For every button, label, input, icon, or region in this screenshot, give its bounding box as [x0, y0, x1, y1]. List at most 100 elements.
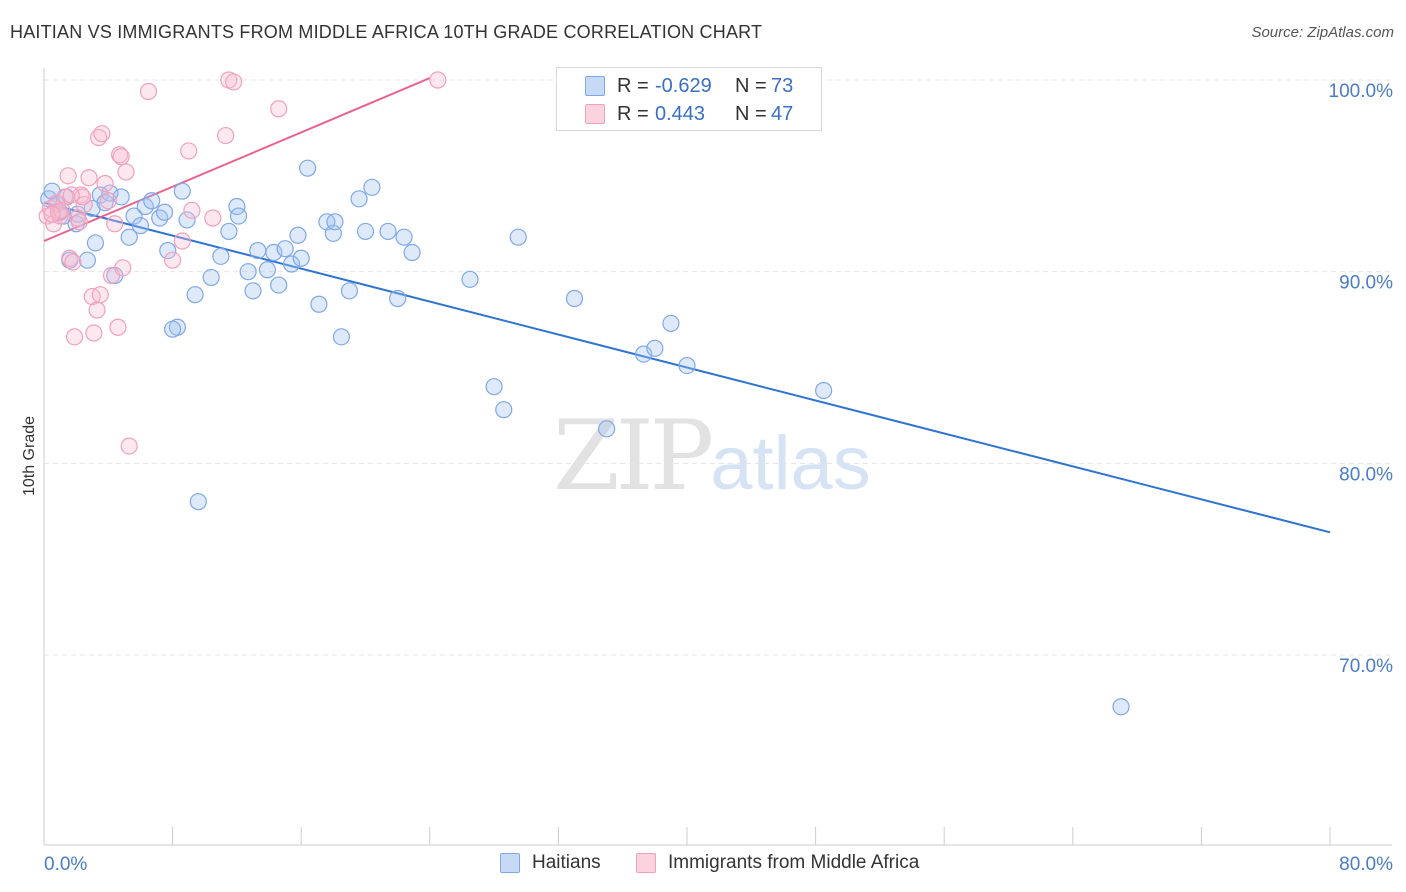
point-haitians: [332, 328, 350, 346]
point-haitians: [186, 286, 204, 304]
point-middle-africa: [109, 318, 127, 336]
point-middle-africa: [80, 169, 98, 187]
y-axis-label: 10th Grade: [21, 416, 38, 496]
point-haitians: [189, 493, 207, 511]
point-haitians: [112, 188, 130, 206]
axis-labels: 100.0% 90.0% 80.0% 70.0% 0.0% 80.0% 10th Grade: [21, 81, 1393, 875]
legend-swatch-haitians: [585, 76, 605, 96]
legend-n-value: 73: [771, 74, 794, 97]
point-middle-africa: [183, 201, 201, 219]
watermark-zip: ZIP: [553, 400, 714, 512]
point-haitians: [178, 211, 196, 229]
legend-item-middle-africa: Immigrants from Middle Africa: [636, 852, 919, 874]
point-haitians: [395, 228, 413, 246]
y-tick-label: 90.0%: [1339, 273, 1393, 294]
legend-swatch-middle-africa: [636, 853, 656, 873]
series-legend: Haitians Immigrants from Middle Africa: [0, 852, 1406, 878]
point-haitians: [485, 378, 503, 396]
point-haitians: [244, 282, 262, 300]
point-haitians: [1112, 698, 1130, 716]
legend-row-haitians: R = -0.629 N = 73: [557, 72, 793, 100]
point-haitians: [173, 182, 191, 200]
trend-line-middle-africa: [43, 77, 431, 242]
stats-legend: R = -0.629 N = 73 R = 0.443 N = 47: [556, 67, 822, 131]
point-haitians: [815, 381, 833, 400]
legend-n-label: N =: [735, 74, 767, 97]
point-haitians: [155, 203, 174, 221]
trend-lines: [43, 77, 1331, 534]
point-middle-africa: [225, 73, 243, 91]
point-haitians: [125, 207, 143, 225]
point-haitians: [356, 222, 375, 241]
point-haitians: [495, 401, 513, 419]
source-credit: Source: ZipAtlas.com: [1251, 24, 1394, 41]
data-points: [38, 71, 1130, 716]
gridlines: [44, 79, 1392, 656]
point-middle-africa: [117, 163, 135, 181]
axes: [43, 68, 1392, 846]
point-middle-africa: [99, 192, 117, 210]
point-haitians: [662, 314, 680, 333]
point-middle-africa: [91, 286, 109, 304]
point-haitians: [270, 276, 288, 294]
point-haitians: [212, 247, 230, 265]
point-middle-africa: [64, 253, 82, 271]
point-haitians: [340, 282, 359, 300]
point-haitians: [678, 356, 696, 375]
x-tick-label: 0.0%: [44, 854, 87, 875]
point-haitians: [78, 251, 97, 269]
point-haitians: [598, 420, 616, 438]
trend-line-haitians: [43, 201, 1331, 534]
point-middle-africa: [120, 437, 138, 455]
chart-title: HAITIAN VS IMMIGRANTS FROM MIDDLE AFRICA…: [10, 22, 763, 42]
x-tick-label: 80.0%: [1339, 854, 1393, 875]
point-middle-africa: [70, 213, 88, 231]
legend-swatch-middle-africa: [585, 104, 605, 124]
point-middle-africa: [88, 301, 106, 319]
legend-r-label: R =: [617, 102, 649, 125]
point-haitians: [289, 226, 307, 244]
y-tick-label: 70.0%: [1339, 656, 1393, 677]
point-middle-africa: [65, 328, 84, 346]
point-middle-africa: [59, 167, 77, 185]
point-haitians: [292, 249, 310, 267]
point-haitians: [131, 217, 150, 235]
point-middle-africa: [164, 251, 182, 269]
point-middle-africa: [173, 232, 191, 250]
watermark-atlas: atlas: [710, 421, 871, 506]
point-middle-africa: [53, 201, 71, 219]
point-haitians: [389, 289, 407, 308]
y-tick-label: 100.0%: [1329, 81, 1394, 102]
point-haitians: [276, 240, 294, 258]
point-haitians: [249, 241, 267, 260]
legend-n-label: N =: [735, 102, 767, 125]
point-middle-africa: [217, 126, 235, 145]
point-middle-africa: [112, 148, 130, 166]
point-haitians: [461, 270, 479, 288]
legend-r-label: R =: [617, 74, 649, 97]
point-haitians: [379, 222, 397, 241]
point-haitians: [299, 159, 317, 177]
point-haitians: [143, 192, 161, 210]
point-haitians: [350, 190, 368, 208]
point-haitians: [120, 228, 138, 246]
point-haitians: [509, 228, 527, 246]
point-middle-africa: [114, 259, 132, 277]
point-middle-africa: [139, 82, 158, 101]
point-haitians: [565, 289, 584, 308]
legend-row-middle-africa: R = 0.443 N = 47: [557, 100, 793, 128]
legend-n-value: 47: [771, 102, 794, 125]
point-middle-africa: [204, 209, 222, 227]
point-middle-africa: [43, 205, 61, 223]
point-haitians: [136, 197, 154, 216]
watermark: ZIPatlas: [553, 400, 871, 512]
point-haitians: [86, 234, 105, 252]
point-haitians: [229, 207, 248, 225]
legend-label-haitians: Haitians: [532, 852, 601, 873]
y-tick-label: 80.0%: [1339, 464, 1393, 485]
point-middle-africa: [180, 142, 198, 160]
legend-swatch-haitians: [500, 853, 520, 873]
legend-r-value: 0.443: [655, 102, 706, 125]
legend-r-value: -0.629: [655, 74, 712, 97]
